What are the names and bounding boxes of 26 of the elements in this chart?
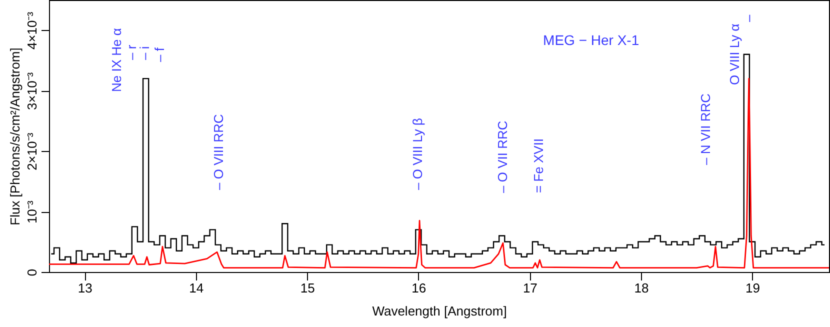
annotation: – r [124, 44, 139, 60]
annotation: – O VIII RRC [211, 114, 226, 190]
y-tick-label: 4×10⁻³ [24, 11, 40, 50]
text: MEG − Her X-1 [543, 32, 640, 48]
x-tick-label: 19 [745, 280, 760, 296]
y-tick-label: 3×10⁻³ [24, 72, 40, 110]
annotation: – N VII RRC [698, 93, 713, 165]
x-axis-title: Wavelength [Angstrom] [372, 304, 507, 318]
annotation: = Fe XVII [531, 138, 546, 193]
annotation: – O VIII Ly β [410, 118, 425, 190]
x-tick-label: 14 [189, 280, 204, 296]
annotation: Ne IX He α [109, 28, 124, 92]
x-tick-label: 18 [634, 280, 649, 296]
x-tick-label: 17 [522, 280, 538, 296]
x-tick-label: 15 [300, 280, 315, 296]
y-tick-label: 10⁻³ [24, 200, 40, 224]
annotation: – O VII RRC [495, 120, 510, 193]
x-tick-label: 13 [78, 280, 92, 296]
y-tick-label: 0 [24, 268, 40, 276]
annotation: – i [137, 46, 152, 60]
annotation: – f [152, 47, 167, 62]
x-tick-label: 16 [412, 280, 426, 296]
annotation: – [741, 14, 756, 22]
annotation: O VIII Ly α [727, 23, 742, 85]
y-axis-title: Flux [Photons/s/cm²/Angstrom] [8, 48, 22, 226]
y-tick-label: 2×10⁻³ [24, 132, 40, 170]
